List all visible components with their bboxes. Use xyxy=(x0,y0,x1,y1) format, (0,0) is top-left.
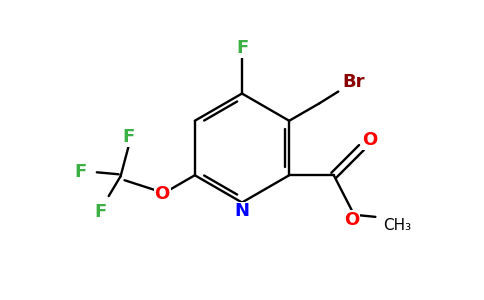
Text: F: F xyxy=(122,128,135,146)
Text: F: F xyxy=(95,203,107,221)
Text: O: O xyxy=(344,211,359,229)
Text: CH₃: CH₃ xyxy=(383,218,411,233)
Text: O: O xyxy=(362,130,377,148)
Text: F: F xyxy=(236,39,248,57)
Text: F: F xyxy=(75,163,87,181)
Text: O: O xyxy=(154,185,170,203)
Text: N: N xyxy=(235,202,249,220)
Text: Br: Br xyxy=(342,73,364,91)
